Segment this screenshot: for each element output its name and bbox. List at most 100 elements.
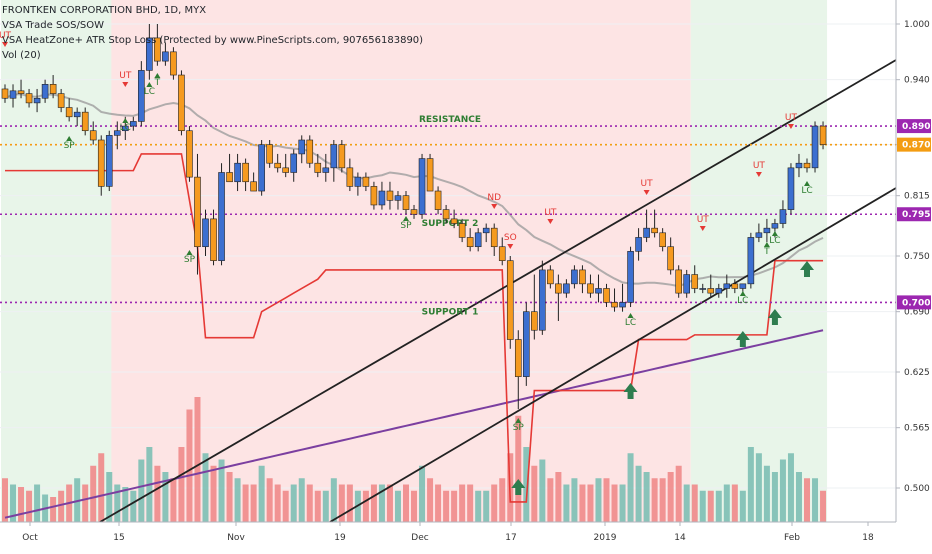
volume-bar bbox=[675, 465, 682, 522]
candle-body bbox=[803, 162, 811, 169]
signal-label: LC bbox=[625, 318, 636, 328]
volume-bar bbox=[218, 459, 225, 522]
candle-body bbox=[306, 139, 314, 164]
signal-triangle bbox=[699, 226, 706, 231]
price-tick-label: 0.940 bbox=[904, 76, 930, 86]
candle-body bbox=[442, 209, 450, 220]
signal-triangle bbox=[146, 82, 153, 87]
candle-body bbox=[170, 51, 177, 76]
atr-stop-line bbox=[5, 153, 824, 503]
volume-bar bbox=[130, 490, 137, 522]
candle-body bbox=[290, 153, 298, 173]
volume-bar bbox=[771, 472, 778, 522]
signal-label: UT bbox=[0, 31, 12, 41]
candle-body bbox=[162, 51, 169, 62]
price-level-tag bbox=[897, 207, 931, 222]
volume-bar bbox=[234, 478, 241, 522]
zone-label: RESISTANCE bbox=[419, 115, 481, 125]
volume-bar bbox=[723, 484, 730, 522]
candle-body bbox=[619, 302, 626, 308]
volume-bar bbox=[427, 478, 434, 522]
volume-bar bbox=[90, 465, 97, 522]
candle-body bbox=[771, 223, 779, 229]
signal-label: LC bbox=[801, 186, 812, 196]
volume-bar bbox=[587, 484, 594, 522]
candle-body bbox=[41, 84, 49, 99]
signal-triangle bbox=[122, 118, 129, 123]
volume-bar bbox=[691, 484, 698, 522]
volume-bar bbox=[26, 490, 33, 522]
volume-bar bbox=[419, 465, 426, 522]
signal-label: SO bbox=[504, 233, 517, 243]
volume-bar bbox=[298, 478, 305, 522]
candle-body bbox=[458, 223, 466, 238]
candle-body bbox=[89, 130, 97, 141]
signal-triangle bbox=[739, 291, 746, 296]
price-tick-label: 0.815 bbox=[904, 192, 930, 202]
ma-purple-line bbox=[4, 329, 824, 519]
volume-bar bbox=[555, 472, 562, 522]
candle-body bbox=[194, 176, 201, 248]
candle-body bbox=[386, 190, 394, 201]
candle-body bbox=[322, 167, 330, 173]
time-axis-bg bbox=[0, 522, 932, 550]
volume-bar bbox=[635, 465, 642, 522]
signal-label: T bbox=[763, 247, 770, 257]
candle-body bbox=[555, 283, 562, 294]
buy-arrow-icon bbox=[623, 383, 638, 399]
candle-body bbox=[787, 167, 795, 210]
candle-body bbox=[426, 158, 434, 192]
volume-bar bbox=[18, 487, 25, 522]
time-tick-label: Nov bbox=[227, 533, 245, 543]
candle-body bbox=[57, 93, 65, 108]
volume-bar bbox=[443, 490, 450, 522]
candle-body bbox=[218, 172, 225, 261]
volume-bar bbox=[579, 484, 586, 522]
volume-bar bbox=[531, 465, 538, 522]
candle-body bbox=[97, 139, 105, 187]
signal-label: SP bbox=[513, 423, 525, 433]
time-tick-label: 18 bbox=[862, 533, 874, 543]
candle-body bbox=[250, 181, 257, 192]
price-tick-label: 0.565 bbox=[904, 424, 930, 434]
zone-label: SUPPORT 1 bbox=[422, 307, 479, 317]
candle-body bbox=[691, 274, 699, 289]
candle-body bbox=[122, 125, 129, 132]
candle-body bbox=[242, 162, 249, 183]
time-tick-label: 14 bbox=[674, 533, 686, 543]
time-tick-label: Dec bbox=[411, 533, 428, 543]
volume-bar bbox=[435, 484, 442, 522]
time-tick-label: 17 bbox=[505, 533, 516, 543]
buy-arrow-icon bbox=[735, 331, 750, 347]
candle-body bbox=[547, 269, 554, 285]
candle-body bbox=[410, 209, 418, 215]
volume-bar bbox=[114, 484, 121, 522]
volume-bar bbox=[539, 459, 546, 522]
candle-body bbox=[394, 195, 402, 201]
volume-bar bbox=[226, 472, 233, 522]
candle-body bbox=[338, 144, 346, 169]
volume-bar bbox=[403, 484, 409, 522]
signal-label: LC bbox=[144, 87, 155, 97]
signal-label: UT bbox=[785, 113, 798, 123]
candle-body bbox=[33, 97, 41, 104]
volume-bar bbox=[178, 447, 185, 522]
signal-triangle bbox=[491, 204, 498, 209]
candle-body bbox=[25, 93, 33, 104]
candle-body bbox=[763, 227, 771, 234]
buy-arrow-icon bbox=[767, 309, 782, 325]
volume-bar bbox=[747, 447, 754, 522]
volume-bar bbox=[603, 478, 610, 522]
volume-bar bbox=[290, 484, 297, 522]
candle-body bbox=[17, 90, 25, 94]
volume-bar bbox=[683, 484, 690, 522]
volume-bar bbox=[322, 490, 329, 522]
volume-bar bbox=[154, 465, 161, 522]
candle-body bbox=[755, 232, 763, 238]
signal-label: UT bbox=[697, 215, 710, 225]
legend-indicator-3: Vol (20) bbox=[2, 50, 41, 61]
candle-body bbox=[346, 167, 354, 187]
signal-label: SP bbox=[400, 221, 412, 231]
